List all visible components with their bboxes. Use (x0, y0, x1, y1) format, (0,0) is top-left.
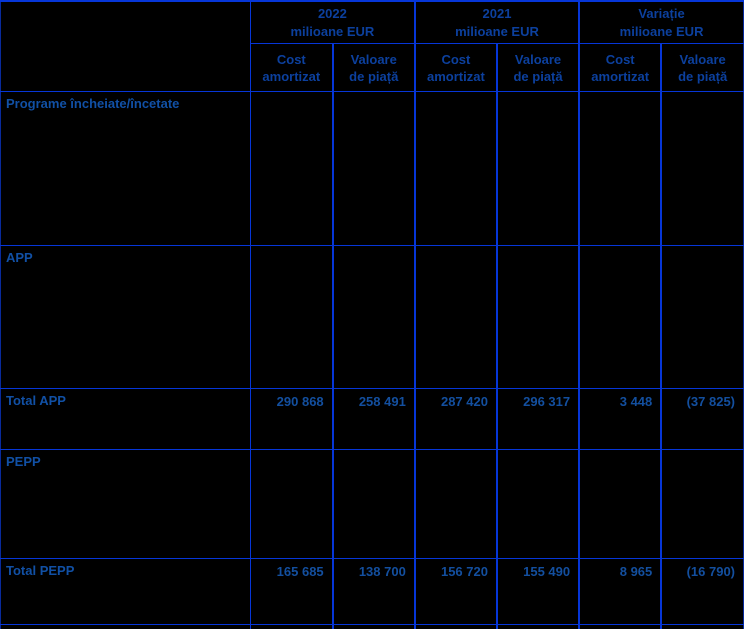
subcol-text: de piață (678, 68, 728, 84)
row-label-total: Total (0, 624, 251, 629)
subcol-text: Valoare (350, 51, 397, 67)
cell-pepp-2021-cost (413, 449, 497, 559)
subcol-text: Cost (276, 51, 306, 67)
subcol-text: amortizat (426, 68, 485, 84)
cell-total-pepp-var-cost: 8 965 (578, 558, 662, 625)
col-group-2022-unit: milioane EUR (290, 23, 375, 39)
cell-total-pepp-2022-piata: 138 700 (331, 558, 415, 625)
cell-total-var-piata: (55 251) (660, 624, 744, 629)
row-label-pepp: PEPP (0, 449, 251, 559)
cell-total-2022-cost: 457 271 (249, 624, 333, 629)
cell-total-pepp-2021-cost: 156 720 (413, 558, 497, 625)
cell-total-app-2022-piata: 258 491 (331, 388, 415, 450)
cell-programe-2022-piata (331, 91, 415, 246)
cell-app-var-cost (578, 245, 662, 389)
cell-app-var-piata (660, 245, 744, 389)
cell-app-2021-piata (495, 245, 580, 389)
cell-programe-2021-piata (495, 91, 580, 246)
col-group-2022-title: 2022 (317, 5, 347, 21)
col-group-variatie-unit: milioane EUR (619, 23, 704, 39)
header-label-spacer (1, 1, 251, 44)
cell-total-app-2021-cost: 287 420 (413, 388, 497, 450)
table-row-total-app: Total APP 290 868 258 491 287 420 296 31… (0, 388, 744, 450)
cell-total-2022-piata: 397 957 (331, 624, 415, 629)
cell-app-2022-cost (249, 245, 333, 389)
cell-total-pepp-var-piata: (16 790) (660, 558, 744, 625)
cell-total-2021-piata: 453 208 (495, 624, 580, 629)
table-row-programe: Programe încheiate/încetate (0, 91, 744, 246)
cell-pepp-var-piata (660, 449, 744, 559)
table-row-pepp: PEPP (0, 449, 744, 559)
subcol-text: de piață (513, 68, 563, 84)
cell-total-pepp-2022-cost: 165 685 (249, 558, 333, 625)
col-group-variatie-title: Variație (638, 5, 685, 21)
subcol-2022-piata: Valoare de piață (331, 43, 415, 92)
row-label-app: APP (0, 245, 251, 389)
subcol-text: Cost (441, 51, 471, 67)
table-row-app: APP (0, 245, 744, 389)
subcol-2021-piata: Valoare de piață (495, 43, 580, 92)
col-group-variatie: Variație milioane EUR (578, 1, 744, 44)
cell-pepp-2021-piata (495, 449, 580, 559)
cell-pepp-var-cost (578, 449, 662, 559)
cell-pepp-2022-cost (249, 449, 333, 559)
cell-total-app-2022-cost: 290 868 (249, 388, 333, 450)
cell-programe-var-cost (578, 91, 662, 246)
table-row-total: Total 457 271 397 957 445 384 453 208 11… (0, 624, 744, 629)
subcol-text: Valoare (514, 51, 562, 67)
cell-total-var-cost: 11 887 (578, 624, 662, 629)
cell-programe-2022-cost (249, 91, 333, 246)
header-label-spacer2 (0, 43, 251, 92)
col-group-2022: 2022 milioane EUR (249, 1, 415, 44)
subcol-var-piata: Valoare de piață (660, 43, 744, 92)
cell-pepp-2022-piata (331, 449, 415, 559)
subcol-text: Valoare (679, 51, 726, 67)
header-group-row: 2022 milioane EUR 2021 milioane EUR Vari… (1, 1, 744, 44)
cell-programe-var-piata (660, 91, 744, 246)
col-group-2021: 2021 milioane EUR (413, 1, 580, 44)
subcol-text: de piață (349, 68, 399, 84)
subcol-text: Cost (605, 51, 635, 67)
table-row-total-pepp: Total PEPP 165 685 138 700 156 720 155 4… (0, 558, 744, 625)
cell-total-pepp-2021-piata: 155 490 (495, 558, 580, 625)
cell-app-2021-cost (413, 245, 497, 389)
subcol-var-cost: Cost amortizat (578, 43, 662, 92)
cell-total-app-var-piata: (37 825) (660, 388, 744, 450)
cell-total-app-2021-piata: 296 317 (495, 388, 580, 450)
col-group-2021-title: 2021 (482, 5, 512, 21)
subcol-text: amortizat (591, 68, 650, 84)
subcol-2022-cost: Cost amortizat (249, 43, 333, 92)
col-group-2021-unit: milioane EUR (455, 23, 539, 39)
cell-app-2022-piata (331, 245, 415, 389)
row-label-total-pepp: Total PEPP (0, 558, 251, 625)
row-label-total-app: Total APP (0, 388, 251, 450)
header-subcolumn-row: Cost amortizat Valoare de piață Cost amo… (0, 43, 744, 92)
cell-programe-2021-cost (413, 91, 497, 246)
subcol-text: amortizat (262, 68, 321, 84)
cell-total-app-var-cost: 3 448 (578, 388, 662, 450)
subcol-2021-cost: Cost amortizat (413, 43, 497, 92)
cell-total-2021-cost: 445 384 (413, 624, 497, 629)
row-label-programe: Programe încheiate/încetate (0, 91, 251, 246)
